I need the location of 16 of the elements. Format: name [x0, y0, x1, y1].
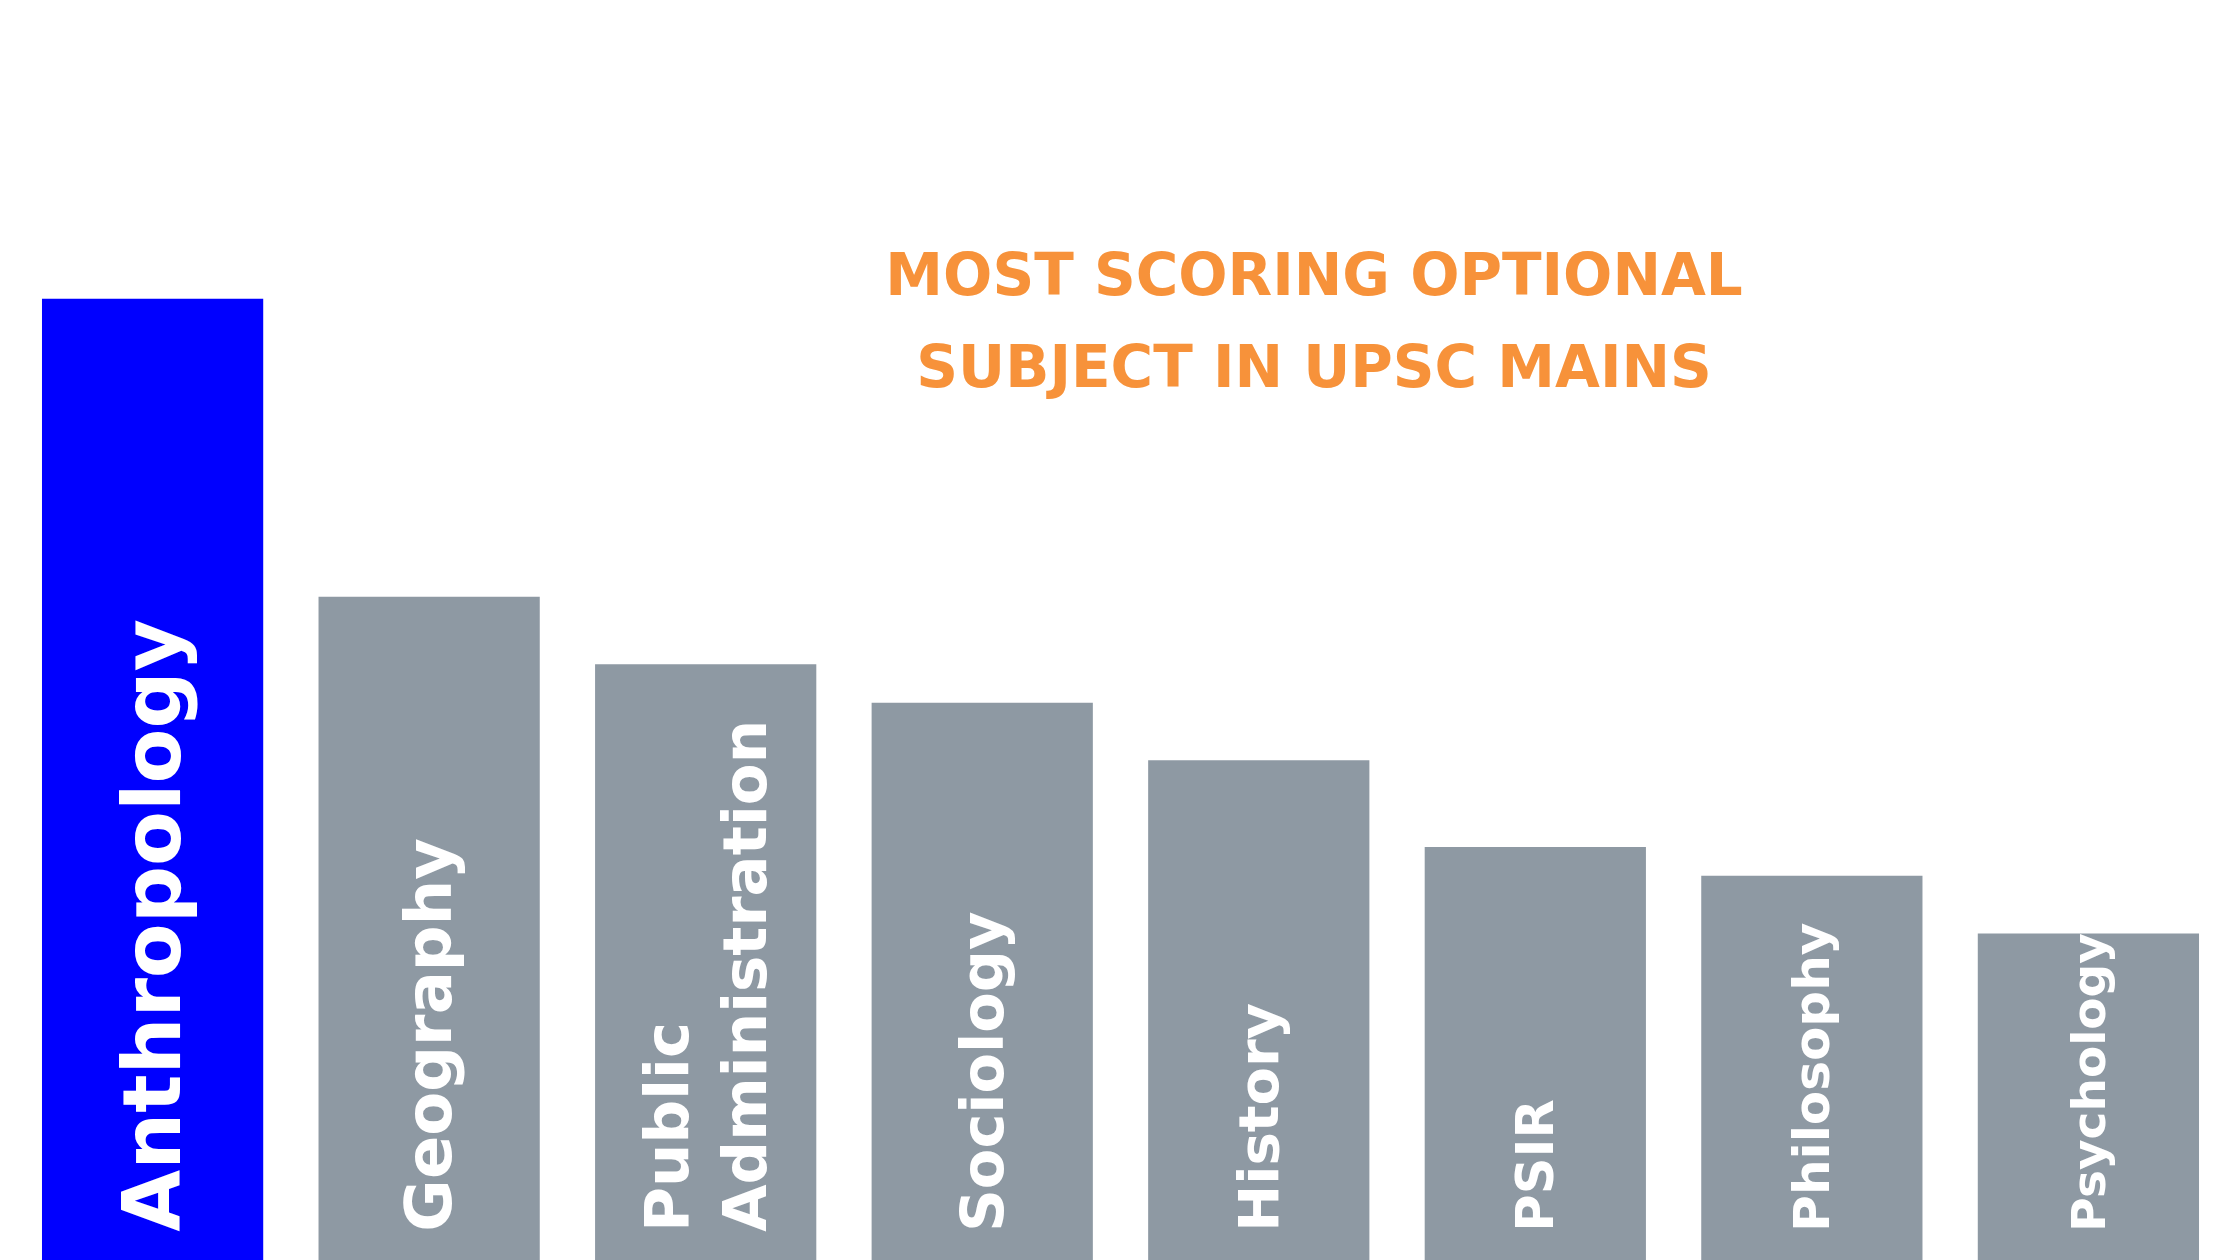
bar	[1977, 933, 2200, 1260]
x-tick-label: Anthropology	[106, 619, 200, 1232]
bar	[1424, 846, 1646, 1260]
bar	[1701, 875, 1923, 1260]
bar	[871, 702, 1093, 1260]
x-tick-label: Philosophy	[1782, 922, 1841, 1232]
x-tick-label: Geography	[392, 838, 467, 1232]
chart-title: MOST SCORING OPTIONAL SUBJECT IN UPSC MAINS	[885, 240, 1743, 401]
x-tick-label: PSIR	[1505, 1099, 1565, 1232]
bar	[41, 298, 264, 1260]
x-tick-label: Psychology	[2060, 933, 2116, 1232]
bar	[1148, 760, 1370, 1260]
x-tick-label: Sociology	[947, 911, 1017, 1232]
x-tick-label: Public Administration	[631, 719, 781, 1232]
bar	[318, 596, 540, 1260]
x-tick-label: History	[1226, 1002, 1292, 1232]
